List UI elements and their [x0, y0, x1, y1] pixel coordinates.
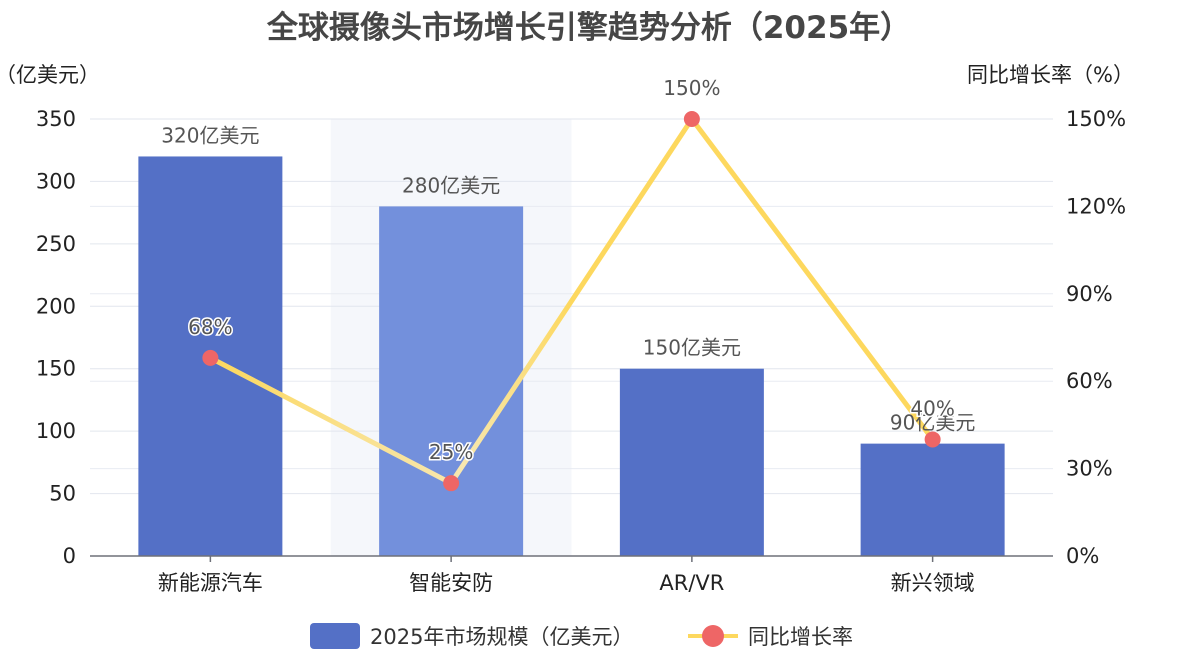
growth-value-label: 25% [429, 440, 473, 464]
bar-value-label: 320亿美元 [161, 123, 259, 147]
chart-title: 全球摄像头市场增长引擎趋势分析（2025年） [266, 10, 911, 46]
growth-value-label: 40% [910, 396, 954, 420]
legend-bar-label: 2025年市场规模（亿美元） [370, 625, 633, 649]
left-axis-ticks: 0 50 100 150 200 250 300 350 [36, 107, 76, 568]
right-axis-name: 同比增长率（%） [967, 63, 1134, 87]
bar-value-label: 90亿美元 [890, 411, 975, 435]
right-tick-label: 120% [1066, 194, 1126, 218]
category-label: 新兴领域 [891, 571, 975, 595]
right-tick-label: 150% [1066, 107, 1126, 131]
growth-line [207, 116, 936, 486]
left-tick-label: 50 [49, 482, 76, 506]
legend-line-label: 同比增长率 [748, 625, 853, 649]
right-tick-label: 30% [1066, 457, 1113, 481]
bar-3 [619, 368, 764, 556]
growth-value-label: 150% [663, 76, 720, 100]
growth-point-4 [924, 431, 941, 448]
left-tick-label: 0 [63, 544, 76, 568]
x-axis: 新能源汽车 智能安防 AR/VR 新兴领域 [90, 555, 1053, 595]
right-tick-label: 60% [1066, 369, 1113, 393]
growth-value-label: 68% [188, 315, 232, 339]
left-tick-label: 300 [36, 169, 76, 193]
bar-value-label: 150亿美元 [643, 336, 741, 360]
left-tick-label: 350 [36, 107, 76, 131]
bar-2 [379, 206, 524, 556]
left-tick-label: 100 [36, 419, 76, 443]
bar-value-label: 280亿美元 [402, 173, 500, 197]
category-label: 智能安防 [409, 571, 493, 595]
left-axis-name: 市场规模（亿美元） [0, 63, 100, 87]
growth-point-3 [683, 111, 700, 127]
line-series [202, 111, 941, 492]
right-axis-ticks: 0% 30% 60% 90% 120% 150% [1066, 107, 1126, 568]
left-tick-label: 150 [36, 357, 76, 381]
right-tick-label: 0% [1066, 544, 1099, 568]
bar-4 [860, 443, 1005, 556]
left-tick-label: 200 [36, 294, 76, 318]
growth-point-2 [443, 475, 460, 492]
category-label: 新能源汽车 [158, 571, 263, 595]
legend-bar-swatch[interactable] [310, 623, 360, 649]
data-labels: 320亿美元 280亿美元 150亿美元 90亿美元 68% 25% 150% 40% [161, 75, 975, 466]
growth-point-1 [202, 349, 219, 366]
legend-line-marker[interactable] [702, 625, 724, 647]
legend: 2025年市场规模（亿美元） 同比增长率 [310, 623, 853, 649]
category-label: AR/VR [659, 571, 724, 595]
bar-series [138, 156, 1005, 556]
left-tick-label: 250 [36, 232, 76, 256]
right-tick-label: 90% [1066, 282, 1113, 306]
